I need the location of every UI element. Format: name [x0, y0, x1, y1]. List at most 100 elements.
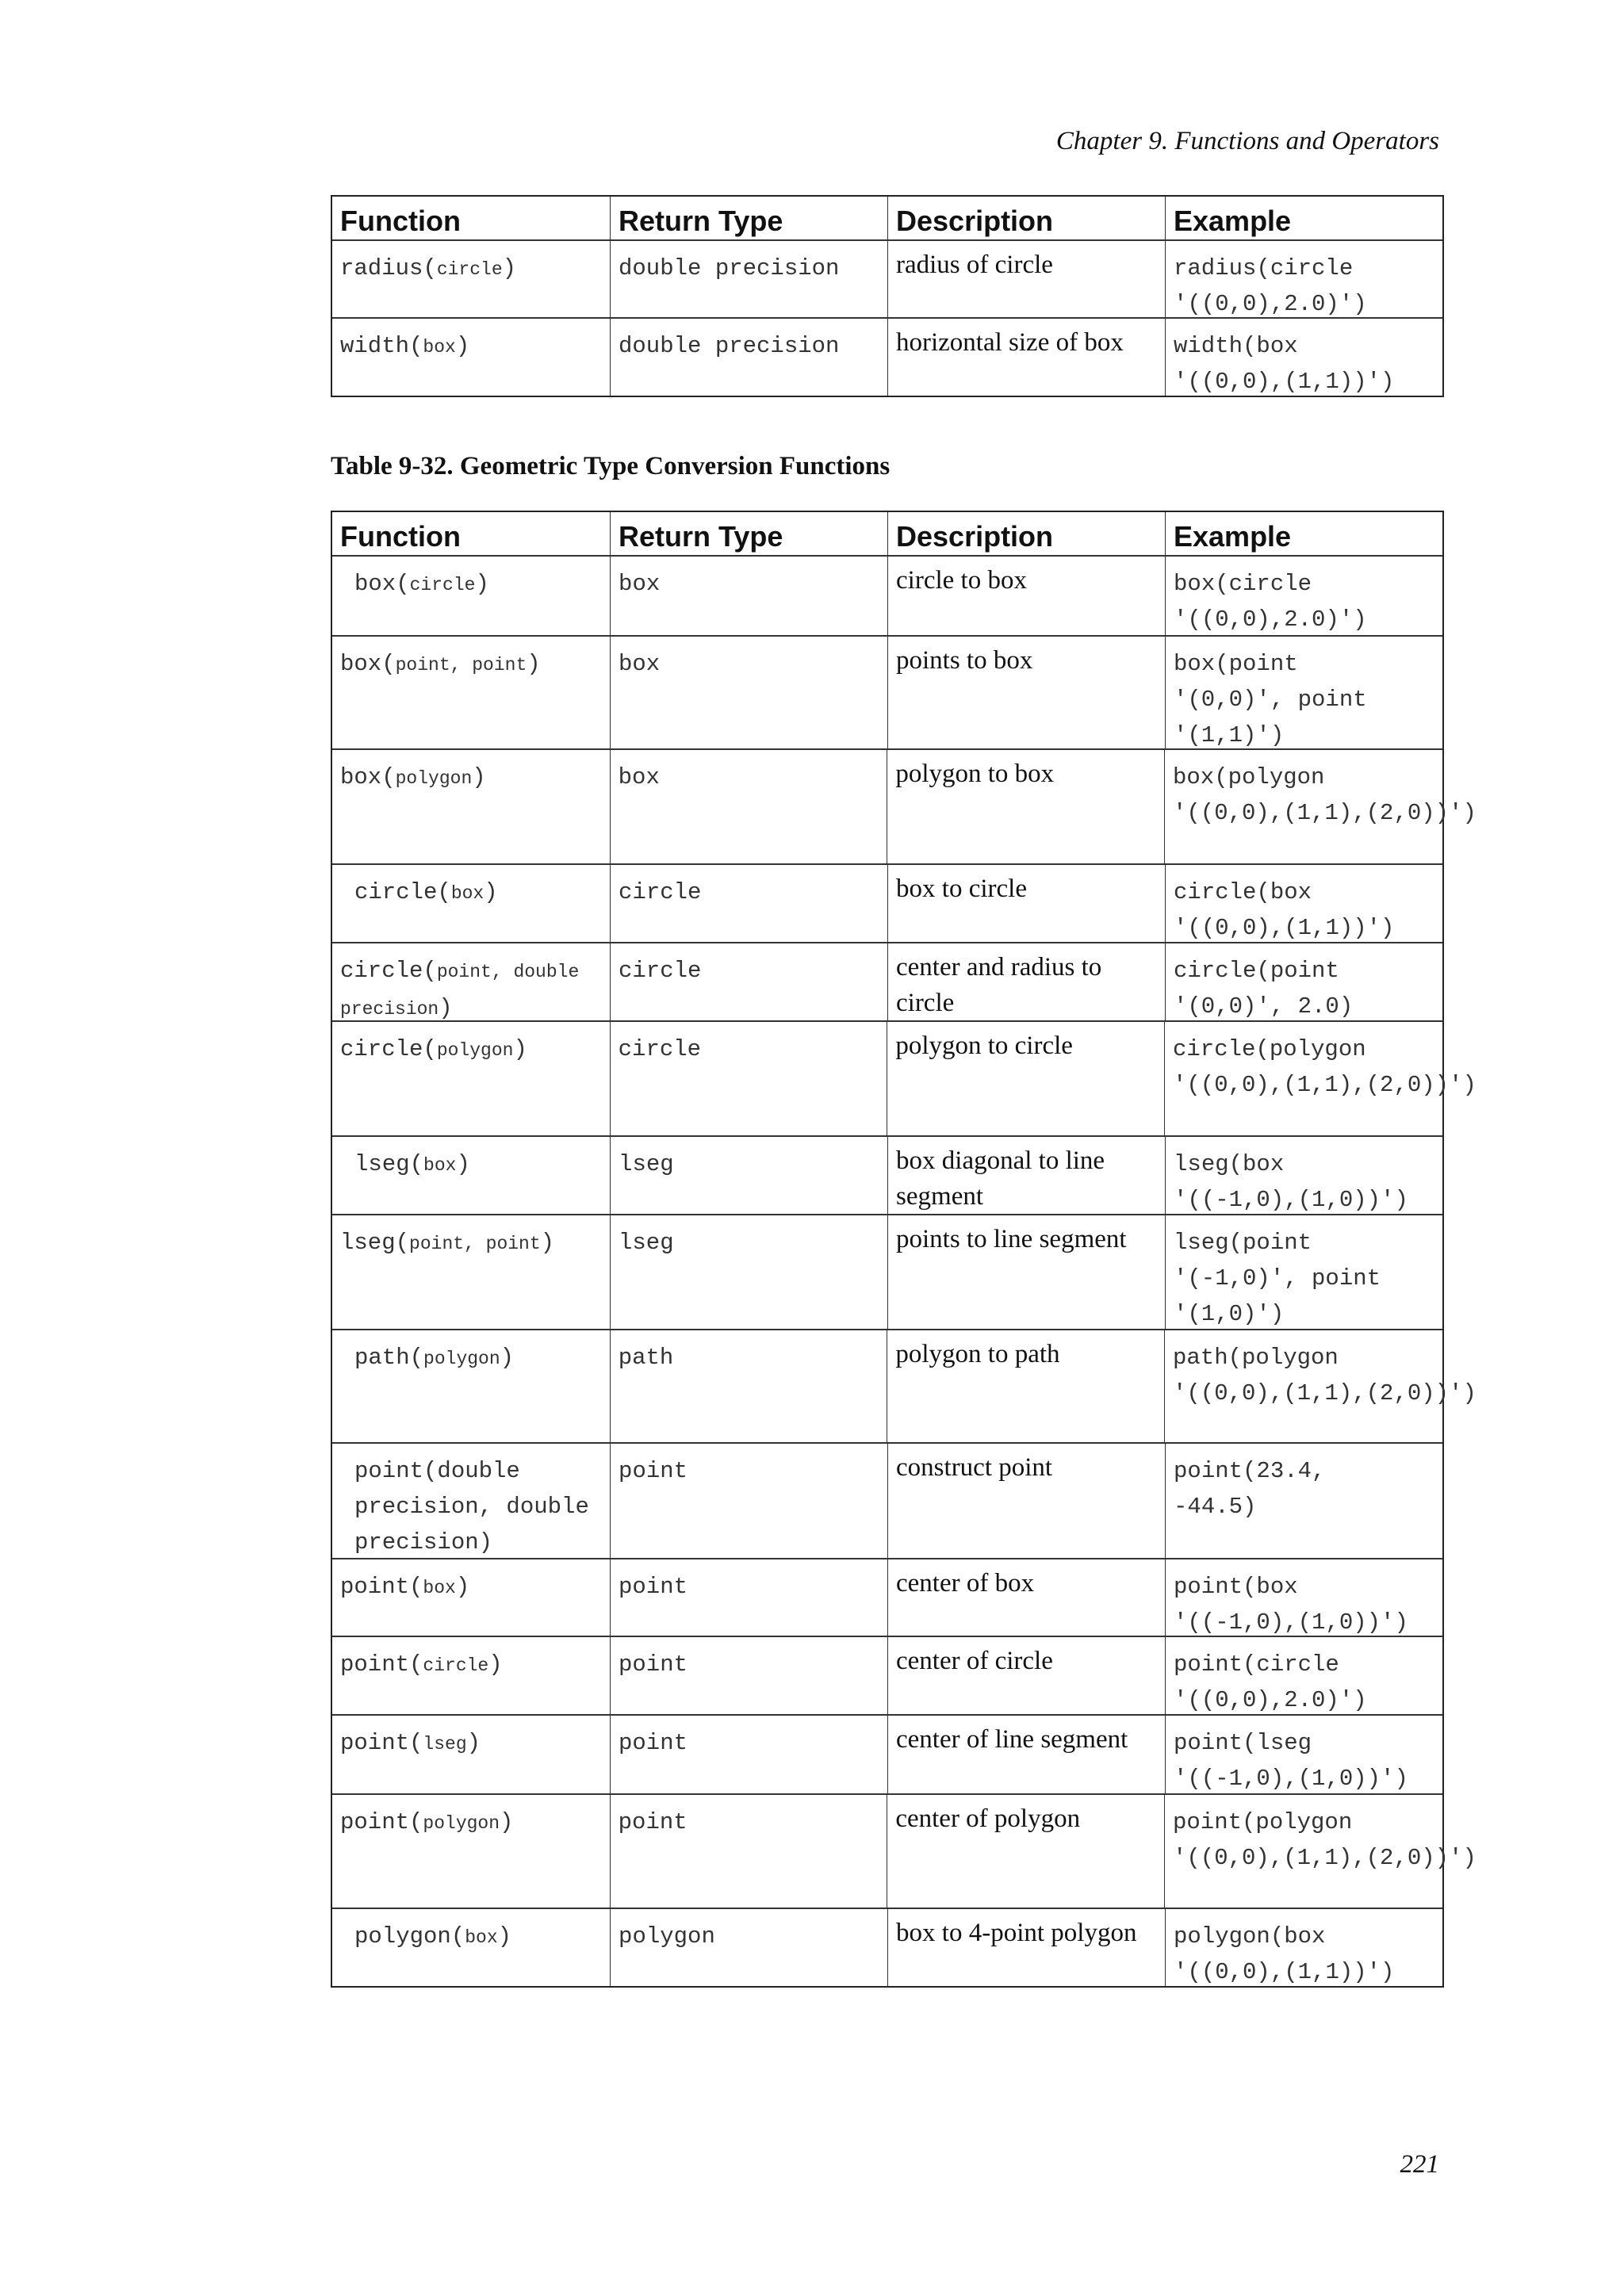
description-cell: center and radius to circle — [887, 943, 1165, 1020]
example-cell: circle(box '((0,0),(1,1))') — [1165, 865, 1442, 942]
example-cell: lseg(box '((-1,0),(1,0))') — [1165, 1137, 1442, 1214]
function-args: polygon — [395, 768, 473, 789]
close-paren: ) — [527, 651, 541, 677]
function-name: box — [354, 571, 396, 597]
function-args: circle — [409, 575, 476, 595]
close-paren: ) — [472, 764, 486, 790]
table-row: box(point, point) box points to box box(poi… — [332, 635, 1442, 748]
example-cell: box(point '(0,0)', point '(1,1)') — [1165, 637, 1442, 748]
description-cell: radius of circle — [887, 241, 1165, 317]
function-cell: lseg(point, point) — [332, 1215, 610, 1329]
open-paren: ( — [409, 1809, 423, 1835]
example-cell: path(polygon '((0,0),(1,1),(2,0))') — [1164, 1330, 1477, 1442]
function-args: point, point — [395, 655, 527, 675]
example-cell: width(box '((0,0),(1,1))') — [1165, 319, 1442, 396]
description-cell: circle to box — [887, 557, 1165, 635]
return-type-cell: point — [610, 1716, 887, 1793]
function-args: box — [423, 337, 456, 358]
open-paren: ( — [423, 1458, 438, 1484]
table-row: circle(point, double precision) circle cen… — [332, 942, 1442, 1021]
page-number: 221 — [1400, 2150, 1440, 2179]
function-cell: circle(polygon) — [332, 1022, 610, 1135]
description-cell: center of polygon — [887, 1795, 1164, 1908]
function-cell: circle(point, double precision) — [332, 943, 610, 1021]
open-paren: ( — [395, 1230, 410, 1256]
return-type-cell: double precision — [610, 241, 887, 317]
open-paren: ( — [409, 1651, 423, 1678]
function-name: radius — [340, 255, 423, 281]
function-args: circle — [436, 259, 503, 280]
close-paren: ) — [466, 1730, 481, 1756]
open-paren: ( — [437, 879, 451, 905]
close-paren: ) — [456, 1151, 470, 1177]
function-cell: point(circle) — [332, 1637, 610, 1714]
function-name: circle — [340, 1036, 423, 1062]
example-cell: point(box '((-1,0),(1,0))') — [1165, 1559, 1442, 1636]
open-paren: ( — [409, 1345, 424, 1371]
header-row: Function Return Type Description Example — [332, 197, 1442, 239]
function-args: box — [423, 1578, 456, 1598]
running-head: Chapter 9. Functions and Operators — [1055, 127, 1439, 155]
return-type-cell: box — [610, 637, 887, 748]
example-cell: polygon(box '((0,0),(1,1))') — [1165, 1909, 1442, 1986]
return-type-cell: circle — [610, 943, 887, 1020]
function-name: circle — [340, 958, 423, 984]
description-cell: polygon to path — [887, 1330, 1164, 1442]
open-paren: ( — [409, 1574, 423, 1600]
open-paren: ( — [409, 1151, 424, 1177]
table-row: point(polygon) point center of polygon poin… — [332, 1793, 1477, 1908]
function-cell: point(double precision, double precision… — [332, 1444, 610, 1558]
function-name: point — [340, 1730, 410, 1756]
column-header: Example — [1165, 512, 1442, 555]
return-type-cell: point — [609, 1795, 887, 1908]
example-cell: circle(polygon '((0,0),(1,1),(2,0))') — [1164, 1022, 1477, 1135]
description-cell: box to 4-point polygon — [887, 1909, 1165, 1986]
table-row: width(box) double precision horizontal siz… — [332, 317, 1442, 396]
close-paren: ) — [455, 333, 470, 359]
example-cell: lseg(point '(-1,0)', point '(1,0)') — [1165, 1215, 1442, 1329]
description-cell: center of line segment — [887, 1716, 1165, 1793]
table-row: radius(circle) double precision radius of … — [332, 239, 1442, 317]
table-row: lseg(point, point) lseg points to line seg… — [332, 1214, 1442, 1329]
return-type-cell: circle — [610, 865, 887, 942]
example-cell: box(circle '((0,0),2.0)') — [1165, 557, 1442, 635]
open-paren: ( — [423, 255, 437, 281]
description-cell: construct point — [887, 1444, 1165, 1558]
table-row: box(polygon) box polygon to box box(polygon… — [332, 748, 1477, 863]
return-type-cell: lseg — [610, 1215, 887, 1329]
function-args: polygon — [423, 1349, 500, 1369]
function-args: circle — [423, 1655, 489, 1676]
function-cell: circle(box) — [332, 865, 610, 942]
function-name: width — [340, 333, 410, 359]
function-name: point — [340, 1574, 410, 1600]
example-cell: point(circle '((0,0),2.0)') — [1165, 1637, 1442, 1714]
open-paren: ( — [450, 1923, 465, 1950]
description-cell: center of circle — [887, 1637, 1165, 1714]
function-args: box — [423, 1155, 457, 1176]
function-args: box — [465, 1927, 498, 1948]
table-row: box(circle) box circle to box box(circle '(… — [332, 555, 1442, 635]
function-cell: box(circle) — [332, 557, 610, 635]
header-row: Function Return Type Description Example — [332, 512, 1442, 555]
return-type-cell: box — [610, 557, 887, 635]
close-paren: ) — [475, 571, 489, 597]
function-cell: point(box) — [332, 1559, 610, 1636]
example-cell: radius(circle '((0,0),2.0)') — [1165, 241, 1442, 317]
function-name: circle — [354, 879, 438, 905]
function-name: box — [340, 764, 382, 790]
return-type-cell: point — [610, 1559, 887, 1636]
close-paren: ) — [478, 1529, 493, 1556]
close-paren: ) — [484, 879, 498, 905]
table-previous-continued: Function Return Type Description Example rad… — [331, 195, 1444, 397]
return-type-cell: path — [609, 1330, 887, 1442]
description-cell: points to line segment — [887, 1215, 1165, 1329]
function-args: point, double precision — [340, 962, 580, 1020]
description-cell: points to box — [887, 637, 1165, 748]
function-cell: point(polygon) — [332, 1795, 610, 1908]
function-name: lseg — [354, 1151, 410, 1177]
return-type-cell: circle — [609, 1022, 887, 1135]
column-header: Function — [340, 205, 461, 237]
table-row: lseg(box) lseg box diagonal to line segmen… — [332, 1135, 1442, 1214]
description-cell: box diagonal to line segment — [887, 1137, 1165, 1214]
function-cell: radius(circle) — [332, 241, 610, 317]
